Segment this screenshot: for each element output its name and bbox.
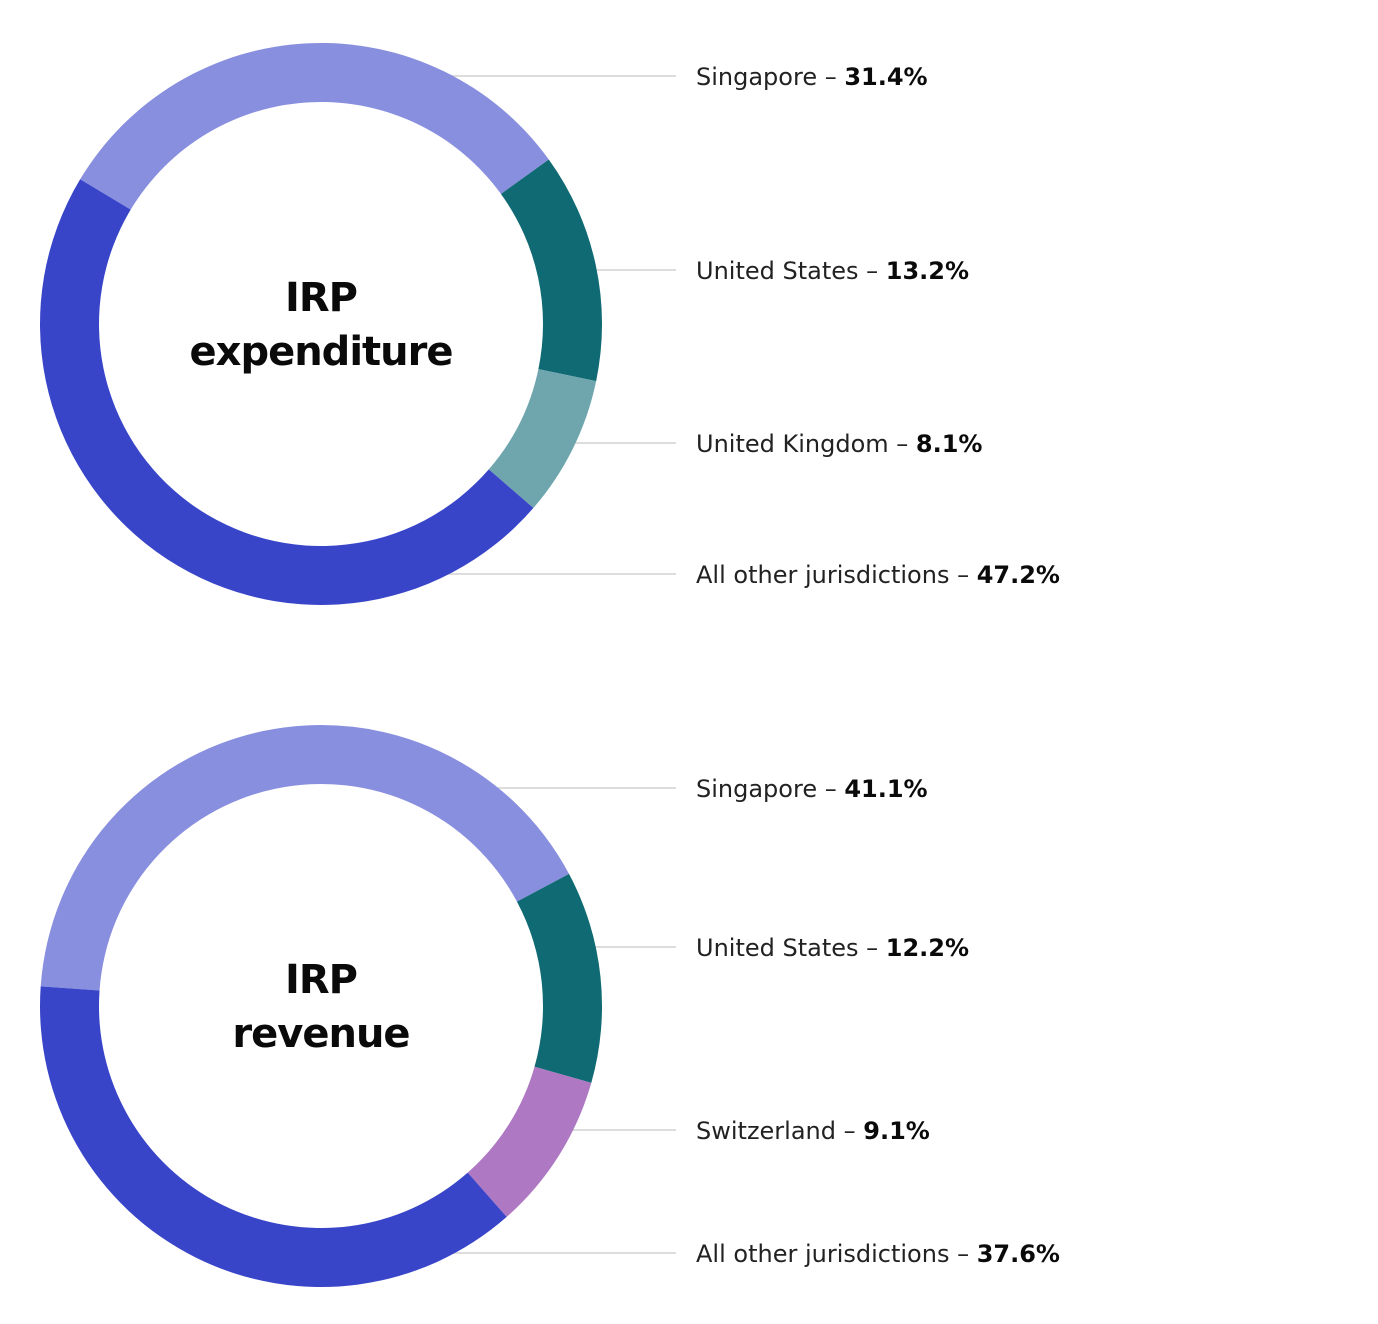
center-title-line: IRP <box>285 275 357 321</box>
donut-chart-irp-expenditure: Singapore – 31.4%United States – 13.2%Un… <box>40 43 1060 605</box>
slice-label-all-other-jurisdictions: All other jurisdictions – 47.2% <box>696 561 1060 589</box>
slice-name: United States – <box>696 934 886 962</box>
slice-value: 47.2% <box>977 561 1060 589</box>
slice-all-other-jurisdictions <box>40 986 507 1287</box>
center-title-line: IRP <box>285 957 357 1003</box>
slice-name: All other jurisdictions – <box>696 561 977 589</box>
slice-united-states <box>516 873 602 1083</box>
slice-united-kingdom <box>488 369 597 509</box>
slice-label-united-kingdom: United Kingdom – 8.1% <box>696 430 982 458</box>
center-title-line: revenue <box>232 1011 409 1057</box>
slice-united-states <box>500 159 602 382</box>
slice-value: 9.1% <box>863 1117 930 1145</box>
slice-label-switzerland: Switzerland – 9.1% <box>696 1117 930 1145</box>
slice-switzerland <box>467 1066 592 1217</box>
slice-value: 12.2% <box>886 934 969 962</box>
slice-name: Singapore – <box>696 775 844 803</box>
donut-chart-irp-revenue: Singapore – 41.1% United States – 12.2% Sw… <box>40 725 1060 1287</box>
slice-value: 37.6% <box>977 1240 1060 1268</box>
slice-name: Singapore – <box>696 63 844 91</box>
slice-name: United States – <box>696 257 886 285</box>
slice-name: Switzerland – <box>696 1117 863 1145</box>
slice-singapore <box>80 43 549 210</box>
slice-label-singapore: Singapore – 31.4% <box>696 63 928 91</box>
slice-value: 8.1% <box>916 430 983 458</box>
center-title-line: expenditure <box>190 329 453 375</box>
slice-singapore <box>40 725 570 991</box>
slice-label-united-states: United States – 13.2% <box>696 257 969 285</box>
slice-value: 13.2% <box>886 257 969 285</box>
slice-value: 41.1% <box>844 775 927 803</box>
slice-name: All other jurisdictions – <box>696 1240 977 1268</box>
slice-label-singapore: Singapore – 41.1% <box>696 775 928 803</box>
slice-value: 31.4% <box>844 63 927 91</box>
slice-label-all-other-jurisdictions: All other jurisdictions – 37.6% <box>696 1240 1060 1268</box>
slice-label-united-states: United States – 12.2% <box>696 934 969 962</box>
slice-all-other-jurisdictions <box>40 179 534 605</box>
slice-name: United Kingdom – <box>696 430 916 458</box>
